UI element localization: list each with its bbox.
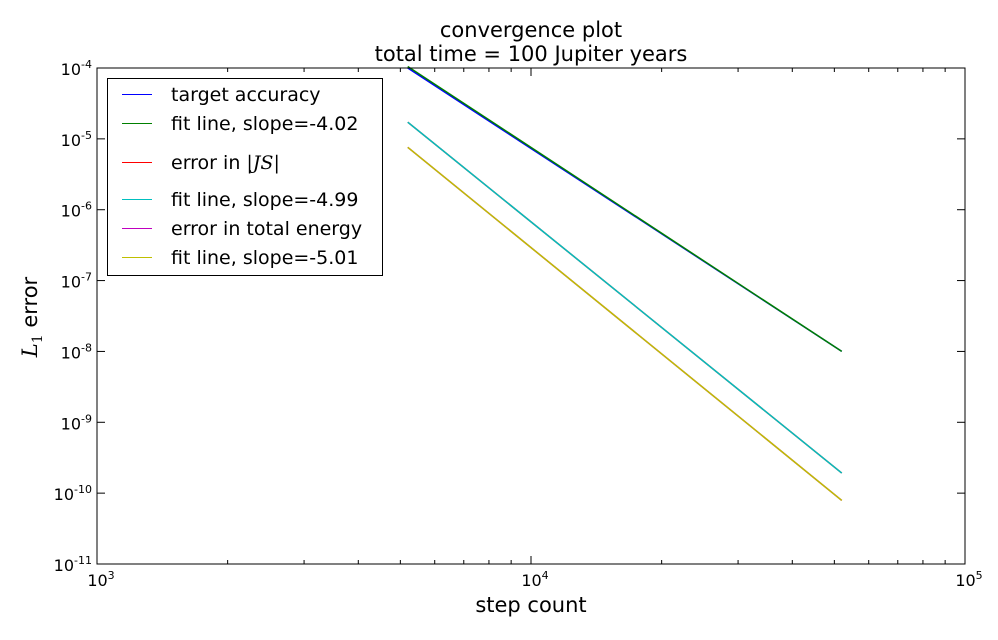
x-tick-label: 103	[87, 569, 114, 590]
legend-label: error in |JS|	[171, 152, 280, 174]
legend-swatch	[122, 257, 152, 258]
series-line-6	[407, 146, 843, 501]
x-axis-label: step count	[475, 593, 587, 617]
series-line-4	[407, 121, 843, 474]
legend-label: error in total energy	[171, 218, 363, 240]
legend-label: fit line, slope=-4.02	[171, 113, 359, 135]
legend-item: error in total energy	[108, 216, 382, 242]
legend-item: fit line, slope=-4.99	[108, 187, 382, 213]
legend-swatch	[122, 123, 152, 124]
y-axis-label: L1 error	[17, 276, 47, 358]
legend-item: target accuracy	[108, 82, 382, 108]
y-tick-label: 10-7	[61, 271, 92, 292]
legend: target accuracy fit line, slope=-4.02 erro…	[107, 78, 383, 276]
legend-item: fit line, slope=-5.01	[108, 245, 382, 271]
series-line-2	[407, 65, 843, 353]
legend-label: fit line, slope=-4.99	[171, 189, 359, 211]
legend-swatch	[122, 94, 152, 95]
y-tick-label: 10-10	[54, 483, 92, 504]
y-tick-label: 10-11	[54, 554, 92, 575]
y-tick-label: 10-8	[61, 341, 92, 362]
legend-label: fit line, slope=-5.01	[171, 247, 359, 269]
legend-swatch	[122, 199, 152, 200]
chart-title: convergence plot	[439, 18, 623, 42]
axis-tick-labels: 103 104 105 10-4 10-5 10-6 10-7 10-8 10-9 10-10 10…	[54, 58, 983, 590]
axis-ticks	[96, 67, 966, 565]
legend-math: |JS|	[246, 152, 280, 174]
y-tick-label: 10-9	[61, 412, 92, 433]
x-tick-label: 104	[521, 569, 548, 590]
y-tick-label: 10-4	[61, 58, 92, 79]
legend-item: fit line, slope=-4.02	[108, 111, 382, 137]
legend-swatch	[122, 228, 152, 229]
y-tick-label: 10-6	[61, 200, 92, 221]
legend-label: target accuracy	[171, 84, 321, 106]
y-tick-label: 10-5	[61, 129, 92, 150]
plot-lines	[407, 65, 843, 501]
legend-item: error in |JS|	[108, 150, 382, 176]
x-tick-label: 105	[955, 569, 982, 590]
chart-subtitle: total time = 100 Jupiter years	[374, 42, 688, 66]
legend-swatch	[122, 162, 152, 163]
